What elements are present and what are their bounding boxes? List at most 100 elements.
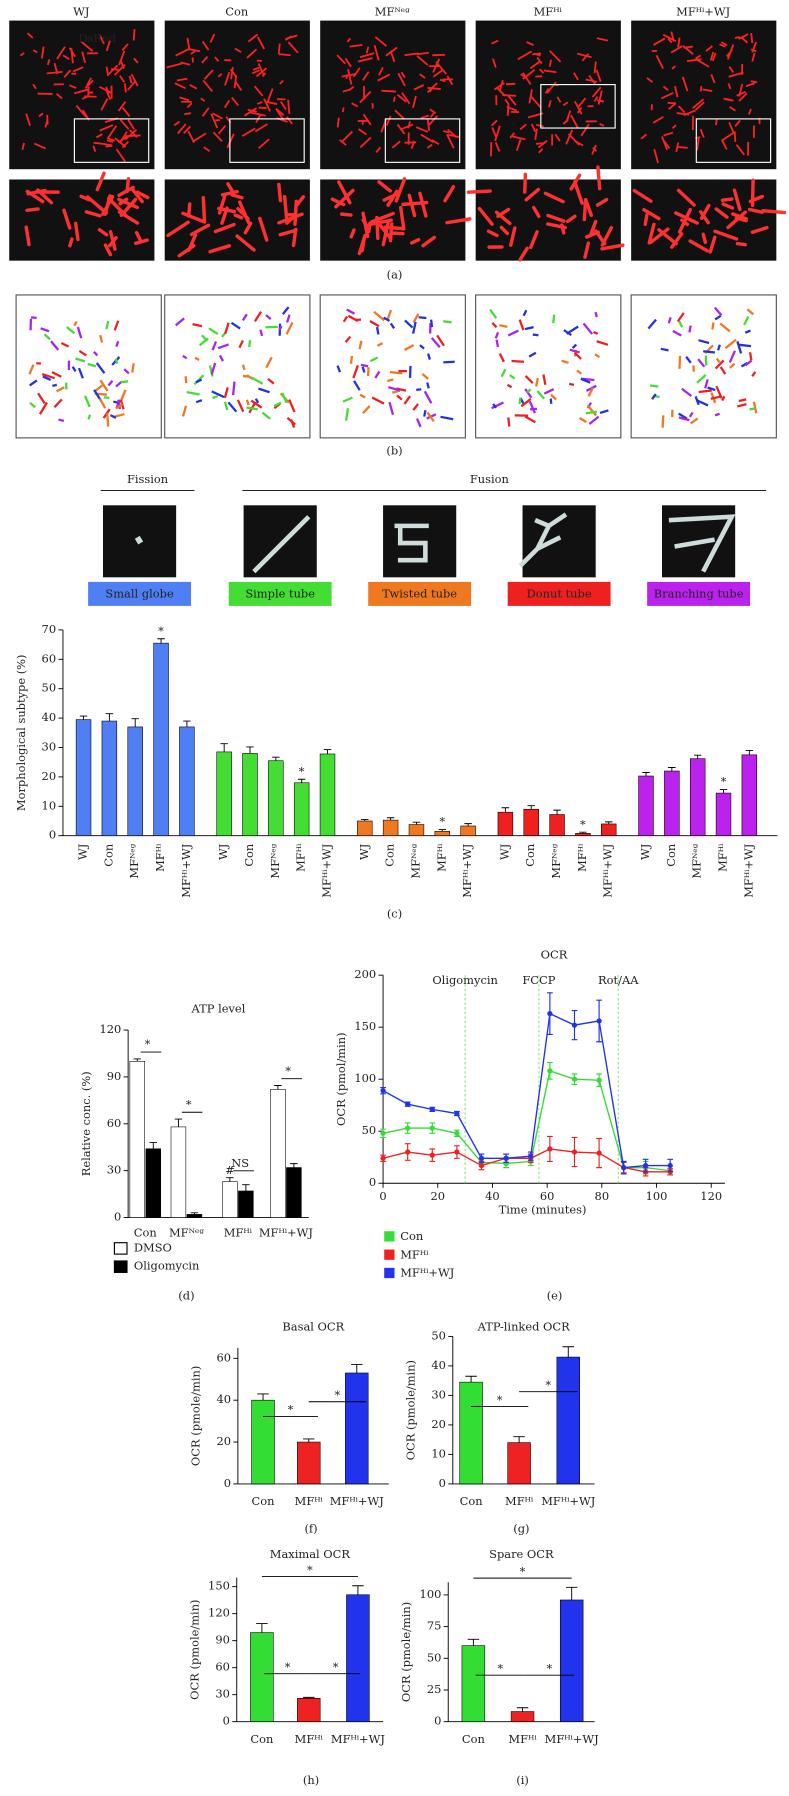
series-line xyxy=(382,1012,671,1169)
legend-swatch xyxy=(113,1260,128,1273)
skeleton-fragment xyxy=(518,397,522,405)
legend-swatch xyxy=(88,581,192,606)
skeleton-fragment xyxy=(580,377,591,384)
mitochondrion xyxy=(597,90,603,105)
error-bar xyxy=(303,1696,315,1699)
mitochondrion xyxy=(517,50,533,61)
point xyxy=(547,1011,553,1017)
error-bar xyxy=(562,1346,574,1358)
skeleton-fragment xyxy=(678,416,690,422)
y-tick-label: 0 xyxy=(439,1476,446,1490)
mitochondrion xyxy=(596,165,602,191)
mitochondrion xyxy=(279,79,284,85)
bar xyxy=(216,751,232,836)
mitochondrion xyxy=(70,48,74,64)
point xyxy=(596,1150,602,1156)
point xyxy=(454,1130,460,1136)
mitochondrion xyxy=(21,142,25,150)
mitochondrion xyxy=(73,88,90,95)
legend-label: Con xyxy=(400,1229,424,1243)
skeleton-fragment xyxy=(198,337,209,347)
mitochondrion xyxy=(702,88,713,92)
mitochondrion xyxy=(496,87,506,97)
mitochondrion xyxy=(401,92,411,105)
skeleton-fragment xyxy=(286,314,291,323)
skeleton-fragment xyxy=(254,398,260,404)
mitochondrion xyxy=(217,195,227,215)
skeleton-fragment xyxy=(715,357,721,363)
mitochondrion xyxy=(698,210,710,225)
mitochondrion xyxy=(443,130,450,134)
y-axis-label: OCR (pmol/min) xyxy=(334,1032,348,1126)
y-tick-label: 40 xyxy=(42,710,57,724)
mitochondrion xyxy=(86,195,109,215)
skeleton-fragment xyxy=(749,407,756,411)
x-tick-label: WJ xyxy=(497,843,511,860)
mitochondrion xyxy=(660,92,674,100)
thumbnail-shape xyxy=(252,515,311,574)
mitochondrion xyxy=(230,67,234,80)
error-bar xyxy=(513,1436,525,1443)
mitochondrion xyxy=(670,45,683,54)
mitochondrion xyxy=(653,148,659,164)
skeleton-fragment xyxy=(336,365,342,373)
skeleton-fragment xyxy=(58,418,65,422)
skeleton-fragment xyxy=(576,369,583,375)
significance: * xyxy=(580,817,586,831)
mitochondrion xyxy=(509,132,516,139)
mitochondrion xyxy=(390,231,405,236)
skeleton-fragment xyxy=(748,352,753,361)
bar xyxy=(127,726,143,836)
mitochondrion xyxy=(349,228,356,239)
point xyxy=(405,1125,411,1131)
mitochondrion xyxy=(397,72,406,87)
y-tick-label: 120 xyxy=(99,1022,121,1036)
error-bar xyxy=(149,1142,157,1149)
bar xyxy=(434,830,451,836)
skeleton-fragment xyxy=(412,403,419,411)
mitochondrion xyxy=(214,56,220,62)
skeleton-fragment xyxy=(651,393,657,400)
skeleton-fragment xyxy=(524,415,536,424)
legend-swatch xyxy=(384,1249,395,1260)
skeleton-fragment xyxy=(724,338,737,350)
mitochondrion xyxy=(330,197,346,207)
mitochondrion xyxy=(399,123,414,131)
skeleton-fragment xyxy=(716,344,721,351)
mitochondrion xyxy=(263,98,271,112)
mitochondrion xyxy=(538,148,544,154)
skeleton-fragment xyxy=(248,340,252,348)
legend-label: DMSO xyxy=(134,1240,172,1254)
micrograph xyxy=(631,20,777,170)
mitochondrion xyxy=(535,123,544,128)
mitochondrion xyxy=(546,81,557,94)
mitochondrion xyxy=(119,119,130,130)
mitochondrion xyxy=(662,85,669,91)
skeleton-fragment xyxy=(746,308,755,316)
skeleton-fragment xyxy=(704,379,709,389)
mitochondrion xyxy=(257,63,265,76)
error-bar xyxy=(351,1364,363,1373)
mitochondrion xyxy=(183,125,192,134)
mitochondrion xyxy=(705,45,714,52)
mitochondrion xyxy=(256,101,263,105)
skeleton-fragment xyxy=(507,417,511,427)
legend-label: Twisted tube xyxy=(382,586,457,600)
skeleton-fragment xyxy=(491,401,504,410)
mitochondrion xyxy=(562,101,569,107)
mitochondrion xyxy=(720,132,735,142)
significance: * xyxy=(333,1660,339,1674)
y-tick-label: 0 xyxy=(223,1714,230,1728)
skeleton-fragment xyxy=(499,324,508,328)
skeleton-fragment xyxy=(42,375,52,381)
skeleton-fragment xyxy=(182,354,188,360)
mitochondrion xyxy=(351,102,359,108)
x-tick-label: Con xyxy=(134,1226,158,1240)
mitochondrion xyxy=(352,67,361,78)
skeleton-fragment xyxy=(561,359,569,365)
skeleton-fragment xyxy=(95,362,106,374)
mitochondrion xyxy=(359,136,372,149)
thumbnail-shape xyxy=(394,523,429,563)
point xyxy=(547,1068,553,1074)
bar xyxy=(101,720,118,836)
